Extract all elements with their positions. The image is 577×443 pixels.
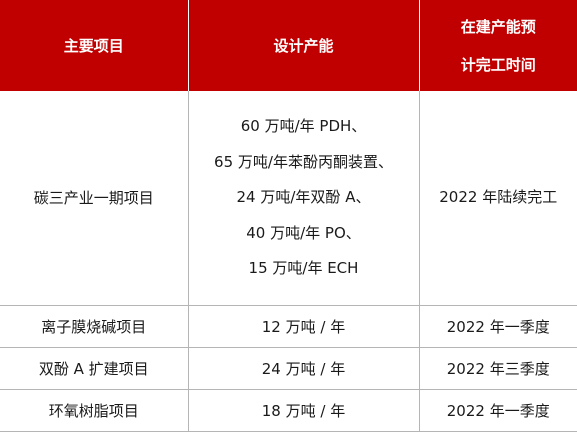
- cell-completion: 2022 年三季度: [418, 347, 577, 390]
- capacity-line: 60 万吨/年 PDH、: [240, 117, 367, 135]
- completion-text: 2022 年陆续完工: [439, 188, 558, 207]
- capacity-line: 24 万吨/年双酚 A、: [236, 188, 371, 206]
- cell-completion: 2022 年一季度: [418, 305, 577, 348]
- cell-project: 双酚 A 扩建项目: [0, 347, 188, 390]
- capacity-table: 主要项目 设计产能 在建产能预 计完工时间 碳三产业一期项目 60 万吨/年 P…: [0, 0, 577, 432]
- header-completion-line2: 计完工时间: [460, 55, 536, 74]
- capacity-line: 40 万吨/年 PO、: [246, 223, 361, 242]
- capacity-line: 15 万吨/年 ECH: [248, 259, 359, 277]
- cell-project: 离子膜烧碱项目: [0, 305, 188, 348]
- table-row: 双酚 A 扩建项目 24 万吨 / 年 2022 年三季度: [0, 347, 577, 390]
- cell-project: 碳三产业一期项目: [0, 91, 188, 306]
- header-project: 主要项目: [0, 0, 188, 91]
- table-row: 离子膜烧碱项目 12 万吨 / 年 2022 年一季度: [0, 305, 577, 348]
- cell-project: 环氧树脂项目: [0, 389, 188, 432]
- cell-capacity: 12 万吨 / 年: [187, 305, 419, 348]
- header-completion: 在建产能预 计完工时间: [418, 0, 577, 91]
- header-completion-line1: 在建产能预: [460, 17, 536, 36]
- table-body: 碳三产业一期项目 60 万吨/年 PDH、 65 万吨/年苯酚丙酮装置、 24 …: [0, 91, 577, 432]
- cell-capacity: 18 万吨 / 年: [187, 389, 419, 432]
- cell-capacity: 24 万吨 / 年: [187, 347, 419, 390]
- header-capacity: 设计产能: [187, 0, 419, 91]
- table-row: 碳三产业一期项目 60 万吨/年 PDH、 65 万吨/年苯酚丙酮装置、 24 …: [0, 91, 577, 306]
- table-header: 主要项目 设计产能 在建产能预 计完工时间: [0, 0, 577, 91]
- cell-completion: 2022 年一季度: [418, 389, 577, 432]
- cell-completion: 2022 年陆续完工: [418, 91, 577, 306]
- capacity-line: 65 万吨/年苯酚丙酮装置、: [214, 152, 393, 171]
- cell-capacity: 60 万吨/年 PDH、 65 万吨/年苯酚丙酮装置、 24 万吨/年双酚 A、…: [187, 91, 419, 306]
- table-row: 环氧树脂项目 18 万吨 / 年 2022 年一季度: [0, 389, 577, 432]
